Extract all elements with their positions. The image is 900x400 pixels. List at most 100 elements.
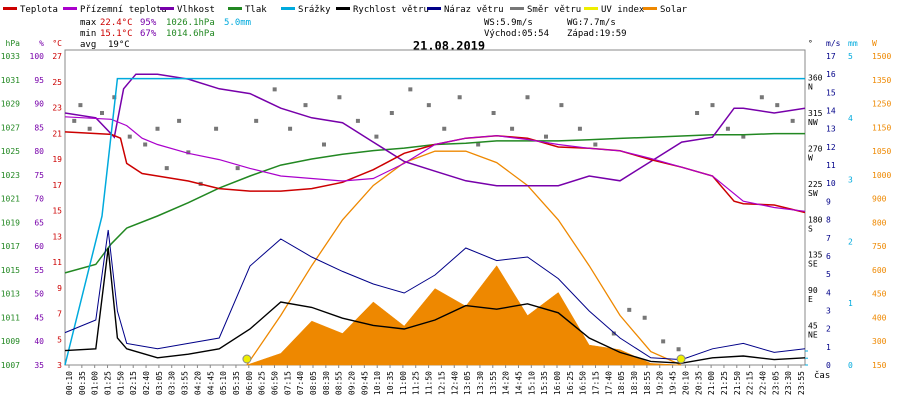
x-axis-tick: 04:45 [206,371,215,395]
x-axis-tick: 06:25 [258,371,267,395]
wind-direction-point [303,103,308,108]
x-axis-tick: 16:00 [553,371,562,395]
wind-direction-point [457,95,462,100]
stats-min-temp: 15.1°C [100,29,133,39]
x-axis-tick: 23:55 [797,371,806,395]
axis-tick-ms: 12 [826,143,836,152]
axis-tick-ms: 11 [826,161,836,170]
x-axis-tick: 23:30 [784,371,793,395]
axis-tick-dir-label: S [808,224,813,233]
x-axis-tick: 04:20 [193,371,202,395]
x-axis-tick: 17:15 [592,371,601,395]
axis-tick-w: 1050 [872,147,891,156]
axis-tick-w: 1500 [872,52,891,61]
wind-direction-point [593,142,598,147]
axis-tick-ms: 9 [826,197,831,206]
x-axis-tick: 16:25 [566,371,575,395]
axis-tick-ms: 10 [826,179,836,188]
axis-tick-mm: 2 [848,237,853,246]
axis-tick-ms: 15 [826,88,836,97]
axis-tick-pct: 50 [34,290,44,299]
wind-direction-point [676,347,681,352]
stats-avg-temp: 19°C [108,40,130,50]
axis-tick-dir-label: SE [808,260,818,269]
axis-tick-w: 750 [872,242,887,251]
axis-tick-hpa: 1011 [1,313,20,322]
axis-tick-mm: 1 [848,299,853,308]
x-axis-tick: 22:15 [746,371,755,395]
x-axis-tick: 11:00 [399,371,408,395]
axis-tick-dir-label: N [808,83,813,92]
x-axis-tick: 00:35 [78,371,87,395]
plot-area [64,73,806,366]
x-axis-tick: 02:40 [142,371,151,395]
stats-max-label: max [80,18,97,28]
axis-tick-pct: 100 [30,52,45,61]
uv-index-marker [676,354,686,364]
stats-min-pres: 1014.6hPa [166,29,215,39]
axis-tick-hpa: 1031 [1,76,20,85]
axis-tick-pct: 65 [34,218,44,227]
axis-tick-dir: 225 [808,180,823,189]
wind-direction-point [254,118,259,123]
x-axis-tick: 11:25 [412,371,421,395]
axis-tick-hpa: 1013 [1,290,20,299]
axis-tick-dir: 135 [808,251,823,260]
x-axis-tick: 21:00 [707,371,716,395]
x-axis-tick: 07:15 [283,371,292,395]
x-axis-tick: 13:30 [476,371,485,395]
stats-wg: WG:7.7m/s [567,18,616,28]
wind-direction-point [710,103,715,108]
x-axis-tick: 07:40 [296,371,305,395]
stats-sunrise: Východ:05:54 [484,29,549,39]
x-axis-tick: 20:35 [694,371,703,395]
axis-tick-ms: 13 [826,125,836,134]
wind-direction-point [72,118,77,123]
axis-tick-dir: 315 [808,109,823,118]
axis-tick-pct: 75 [34,171,44,180]
axis-tick-hpa: 1021 [1,195,20,204]
x-axis-tick: 13:55 [489,371,498,395]
series-naraz-vetru-line [64,229,806,361]
x-axis-tick: 18:30 [630,371,639,395]
wind-direction-point [408,87,413,92]
stats-rain: 5.0mm [224,18,251,28]
series-solar-area [246,265,682,366]
axis-tick-ms: 2 [826,325,831,334]
x-axis-tick: 05:35 [232,371,241,395]
axis-unit-ms: m/s [826,39,841,48]
stats-sunset: Západ:19:59 [567,29,627,39]
axis-tick-hpa: 1029 [1,100,20,109]
x-axis-tick: 03:30 [168,371,177,395]
wind-direction-point [355,118,360,123]
legend-label: Vlhkost [177,5,215,15]
axis-tick-degc: 13 [52,232,62,241]
x-axis-tick: 15:35 [540,371,549,395]
wind-direction-point [741,134,746,139]
axis-tick-ms: 8 [826,216,831,225]
x-axis-tick: 12:40 [450,371,459,395]
x-axis-tick: 23:05 [771,371,780,395]
stats-max-pres: 1026.1hPa [166,18,215,28]
chart-title: 21.08.2019 [413,39,485,53]
axis-tick-pct: 60 [34,242,44,251]
wind-direction-point [389,111,394,115]
axis-tick-hpa: 1025 [1,147,20,156]
x-axis-tick: 00:10 [65,371,74,395]
axis-tick-pct: 85 [34,123,44,132]
axis-unit-dir: ° [808,39,813,48]
x-axis-tick: 08:55 [335,371,344,395]
x-axis-tick: 21:25 [720,371,729,395]
axis-tick-mm: 3 [848,176,853,185]
axis-tick-w: 600 [872,266,887,275]
x-axis-tick: 15:10 [527,371,536,395]
axis-tick-degc: 9 [57,284,62,293]
axis-tick-pct: 80 [34,147,44,156]
wind-direction-point [78,103,83,108]
axis-tick-degc: 19 [52,155,62,164]
axis-tick-w: 900 [872,195,887,204]
axis-tick-degc: 11 [52,258,62,267]
x-axis-tick: 06:00 [245,371,254,395]
series-solar-max-line [246,150,682,366]
axis-tick-ms: 7 [826,234,831,243]
